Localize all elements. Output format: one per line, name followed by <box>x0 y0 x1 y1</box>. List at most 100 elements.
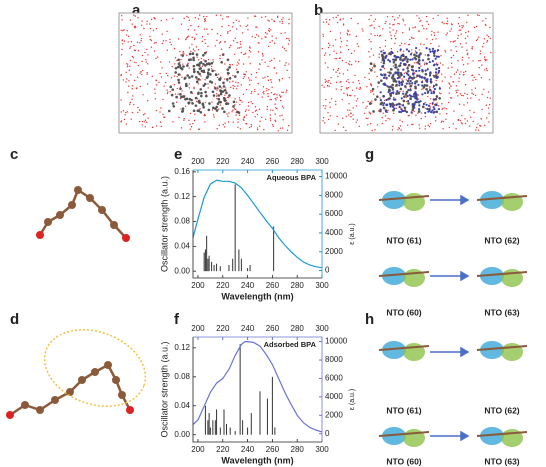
water <box>239 25 241 27</box>
water <box>356 87 358 89</box>
atom <box>413 103 416 107</box>
water <box>220 14 222 16</box>
atom <box>398 81 401 85</box>
water <box>325 98 327 101</box>
water <box>430 42 432 45</box>
atom <box>210 81 214 84</box>
atom <box>218 85 222 88</box>
water <box>161 33 163 35</box>
water <box>426 20 428 23</box>
atom <box>429 50 432 53</box>
water <box>435 62 438 64</box>
water <box>382 112 384 114</box>
atom <box>392 60 396 64</box>
water <box>191 43 193 46</box>
atom <box>197 109 201 112</box>
atom <box>196 70 200 74</box>
atom <box>388 97 391 100</box>
water <box>483 56 486 58</box>
x-tick-label: 240 <box>241 281 255 290</box>
atom <box>410 65 414 69</box>
water <box>121 19 123 21</box>
atom <box>435 83 438 87</box>
atom <box>192 68 196 71</box>
water <box>273 42 276 45</box>
water <box>141 60 143 63</box>
water <box>449 30 451 32</box>
atom <box>407 102 410 105</box>
atom <box>411 82 414 85</box>
atom <box>420 81 424 84</box>
water <box>134 15 137 17</box>
water <box>383 67 386 70</box>
atom <box>434 57 437 60</box>
water <box>122 43 124 45</box>
atom <box>375 95 379 98</box>
water <box>466 120 469 122</box>
x-tick-label: 260 <box>266 445 280 454</box>
atom <box>188 76 191 79</box>
atom <box>401 59 404 62</box>
atom <box>202 69 206 73</box>
nto-label: NTO (62) <box>484 235 519 245</box>
water <box>176 59 178 62</box>
atom <box>400 108 403 111</box>
water <box>434 120 437 122</box>
atom <box>370 68 373 72</box>
atom <box>414 97 417 100</box>
nto-label: NTO (60) <box>386 307 421 317</box>
atom <box>394 55 397 58</box>
water <box>353 50 356 52</box>
water <box>441 80 444 82</box>
water <box>160 125 163 128</box>
water <box>486 34 488 36</box>
water <box>269 98 271 101</box>
bond <box>378 195 430 201</box>
water <box>194 50 196 52</box>
atom <box>184 84 188 88</box>
water <box>185 38 187 40</box>
atom <box>179 87 182 91</box>
water <box>488 121 490 123</box>
water <box>345 61 347 64</box>
water <box>367 100 369 103</box>
atom <box>403 106 407 110</box>
atom <box>425 47 428 50</box>
water <box>384 45 387 48</box>
water <box>337 69 339 72</box>
water <box>254 88 256 91</box>
water <box>464 92 466 95</box>
water <box>424 54 426 56</box>
water <box>406 124 409 126</box>
water <box>201 40 203 43</box>
atom <box>195 80 199 84</box>
water <box>350 52 353 55</box>
atom <box>200 91 203 95</box>
water <box>374 71 376 73</box>
water <box>127 91 129 94</box>
water <box>256 113 259 116</box>
water <box>350 115 352 118</box>
water <box>277 130 279 132</box>
water <box>456 91 458 94</box>
water <box>156 125 158 127</box>
water <box>276 16 279 19</box>
water <box>402 20 405 22</box>
water <box>127 41 129 43</box>
atom <box>204 90 207 94</box>
water <box>394 42 396 45</box>
water <box>460 33 462 35</box>
water <box>215 95 218 97</box>
water <box>281 20 284 23</box>
atom <box>427 104 431 107</box>
water <box>450 49 452 51</box>
water <box>465 42 467 44</box>
water <box>190 126 193 128</box>
water <box>396 50 399 53</box>
water <box>283 48 286 50</box>
water <box>431 90 433 93</box>
atom <box>385 110 388 113</box>
water <box>232 121 234 123</box>
water <box>355 105 358 107</box>
water <box>323 86 325 88</box>
